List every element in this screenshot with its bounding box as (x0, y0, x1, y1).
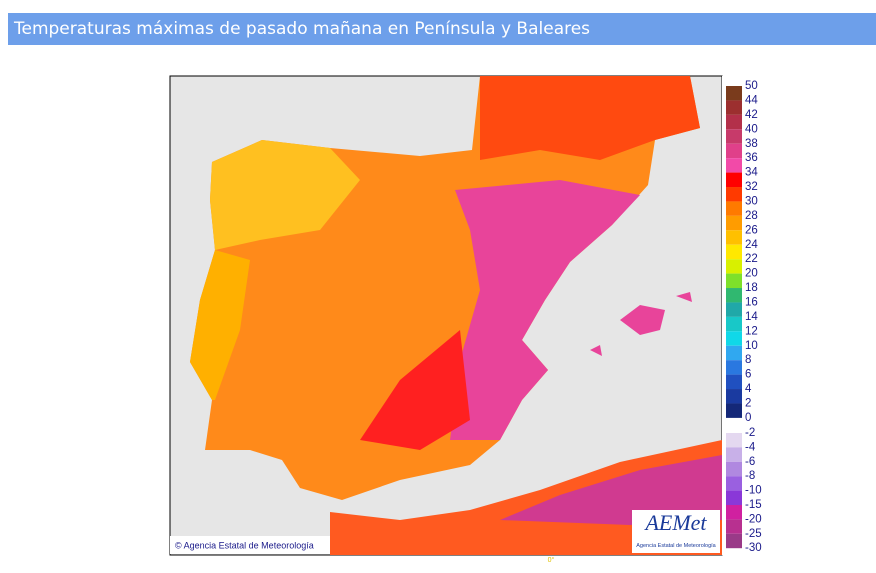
logo-box (632, 510, 720, 553)
legend-label: 2 (745, 397, 751, 409)
legend-swatch (726, 187, 742, 202)
legend-swatch (726, 143, 742, 159)
legend-swatch (726, 403, 742, 418)
legend-label: -20 (745, 513, 762, 525)
legend-label: -6 (745, 456, 755, 468)
legend-label: -10 (745, 485, 762, 497)
legend-swatch (726, 476, 742, 491)
legend-label: 32 (745, 181, 758, 193)
legend-swatch (726, 201, 742, 216)
credit: © Agencia Estatal de Meteorología (175, 540, 314, 550)
legend-swatch (726, 389, 742, 404)
legend-swatch (726, 288, 742, 303)
legend-swatch (726, 302, 742, 317)
legend-label: 24 (745, 239, 758, 251)
legend-label: 40 (745, 123, 758, 135)
legend-label: 50 (745, 80, 758, 92)
legend-label: 18 (745, 282, 758, 294)
legend-swatch (726, 433, 742, 448)
legend-swatch (726, 519, 742, 534)
legend-label: 26 (745, 224, 758, 236)
legend-swatch (726, 331, 742, 346)
legend-swatch (726, 129, 742, 144)
legend-swatch (726, 215, 742, 231)
legend-label: 4 (745, 383, 752, 395)
legend-label: -4 (745, 441, 756, 453)
legend-swatch (726, 273, 742, 289)
legend-swatch (726, 86, 742, 101)
legend-swatch (726, 259, 742, 274)
legend-label: 16 (745, 296, 758, 308)
legend-gap (722, 76, 726, 555)
legend-swatch (726, 345, 742, 361)
legend-label: 8 (745, 354, 751, 366)
legend-label: 20 (745, 268, 758, 280)
france-area (480, 76, 700, 160)
legend-swatch (726, 114, 742, 130)
hot-east-area (450, 180, 640, 440)
portugal-coast (190, 250, 250, 400)
legend-swatch (726, 158, 742, 173)
legend-label: 22 (745, 253, 758, 265)
northwest-area (210, 140, 360, 250)
legend-swatch (726, 100, 742, 115)
legend-swatch (726, 505, 742, 520)
legend-label: 14 (745, 311, 758, 323)
legend-label: 10 (745, 340, 758, 352)
logo: AEMet (643, 510, 707, 535)
hot-south-area (360, 330, 470, 450)
title-bar: Temperaturas máximas de pasado mañana en… (8, 13, 876, 45)
legend-swatch (726, 490, 742, 505)
legend-swatch (726, 316, 742, 332)
legend-label: 30 (745, 195, 758, 207)
legend-label: 6 (745, 369, 751, 381)
legend-label: -2 (745, 427, 755, 439)
legend-label: 44 (745, 94, 758, 106)
legend-label: 12 (745, 325, 758, 337)
legend-label: 42 (745, 109, 758, 121)
logo-subtitle: Agencia Estatal de Meteorología (636, 543, 716, 549)
africa-hot-area (500, 455, 722, 525)
legend-label: -15 (745, 499, 762, 511)
legend-swatch (726, 461, 742, 477)
legend-swatch (726, 230, 742, 245)
credit-box (170, 536, 330, 554)
meridian-label: 0° (548, 556, 555, 564)
balearic-islands (590, 292, 692, 356)
legend-label: 28 (745, 210, 758, 222)
legend-label: 36 (745, 152, 758, 164)
legend-label: 34 (745, 167, 758, 179)
legend-label: 38 (745, 138, 758, 150)
legend-label: -8 (745, 470, 755, 482)
legend-swatch (726, 172, 742, 188)
legend-swatch (726, 533, 742, 549)
legend-swatch (726, 244, 742, 260)
legend-swatch (726, 447, 742, 462)
africa (330, 440, 722, 555)
legend-label: -30 (745, 542, 762, 554)
legend-swatch (726, 360, 742, 375)
legend-swatch (726, 374, 742, 390)
legend-label: -25 (745, 528, 762, 540)
legend-label: 0 (745, 412, 751, 424)
